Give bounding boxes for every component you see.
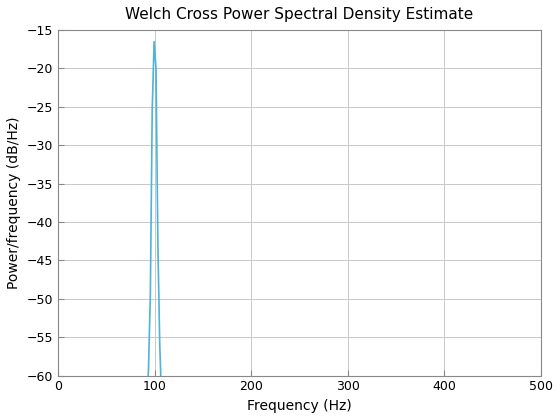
Y-axis label: Power/frequency (dB/Hz): Power/frequency (dB/Hz)	[7, 117, 21, 289]
Title: Welch Cross Power Spectral Density Estimate: Welch Cross Power Spectral Density Estim…	[125, 7, 474, 22]
X-axis label: Frequency (Hz): Frequency (Hz)	[247, 399, 352, 413]
